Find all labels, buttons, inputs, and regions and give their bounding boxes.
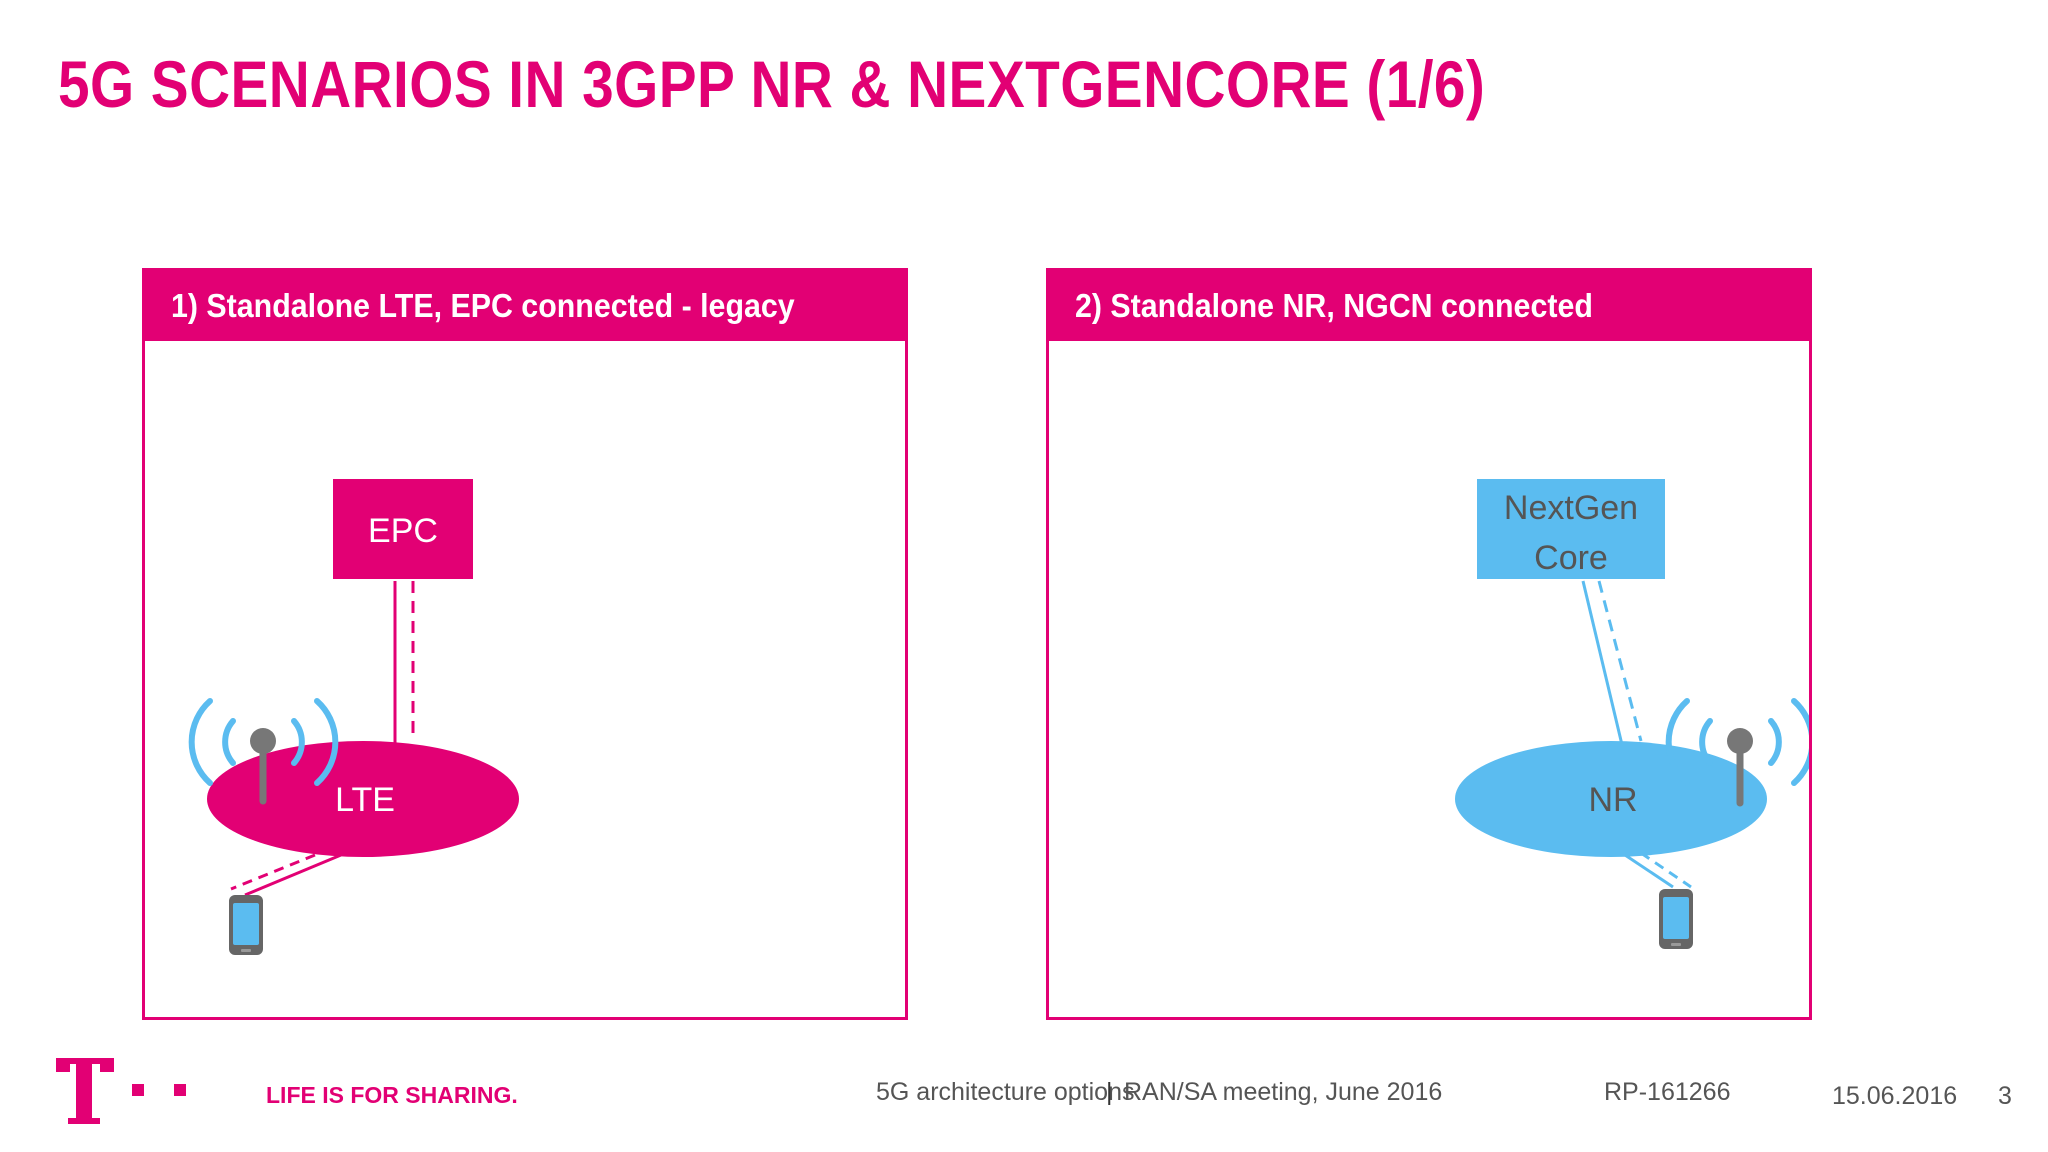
scenario-panel-1: 1) Standalone LTE, EPC connected - legac… [142, 268, 908, 1020]
nr-label: NR [1588, 781, 1637, 819]
slogan: LIFE IS FOR SHARING. [266, 1082, 518, 1108]
nr-ue-control-link [1624, 853, 1674, 889]
nr-cell-ellipse [1455, 741, 1767, 857]
scenario-2-header-text: 2) Standalone NR, NGCN connected [1075, 287, 1593, 324]
lte-ue-control-link [244, 853, 342, 897]
epc-box [333, 479, 473, 579]
radio-waves-icon [188, 698, 339, 786]
footer-doc-id: RP-161266 [1604, 1078, 1731, 1106]
nextgen-core-label-line1: NextGen [1504, 489, 1638, 527]
page-title: 5G SCENARIOS IN 3GPP NR & NEXTGENCORE (1… [58, 47, 1486, 121]
scenario-1-header: 1) Standalone LTE, EPC connected - legac… [145, 271, 905, 341]
epc-label: EPC [368, 512, 438, 550]
ngc-nr-control-link [1581, 580, 1625, 750]
scenario-1-header-text: 1) Standalone LTE, EPC connected - legac… [171, 287, 795, 324]
radio-waves-icon [1665, 698, 1809, 786]
smartphone-icon [229, 895, 263, 955]
footer-meeting: RAN/SA meeting, June 2016 [1124, 1078, 1443, 1106]
smartphone-icon [1659, 889, 1693, 949]
scenario-panel-2: 2) Standalone NR, NGCN connected NextGen… [1046, 268, 1812, 1020]
telekom-logo-icon [56, 1058, 186, 1124]
nextgen-core-label-line2: Core [1534, 539, 1608, 577]
antenna-icon [1727, 728, 1753, 807]
antenna-icon [250, 728, 276, 805]
ngc-nr-user-link [1597, 580, 1643, 742]
scenario-2-diagram: NextGen Core NR [1455, 479, 1809, 949]
lte-cell-ellipse [207, 741, 519, 857]
page-number: 3 [1998, 1082, 2012, 1110]
footer-date: 15.06.2016 [1832, 1082, 1958, 1110]
scenario-1-diagram: EPC LTE [188, 479, 519, 955]
lte-label: LTE [335, 781, 395, 819]
scenario-2-header: 2) Standalone NR, NGCN connected [1049, 271, 1809, 341]
footer-separator: | [1106, 1078, 1113, 1106]
footer-topic: 5G architecture options [876, 1078, 1135, 1106]
lte-ue-user-link [230, 853, 316, 891]
nextgen-core-box [1477, 479, 1665, 579]
